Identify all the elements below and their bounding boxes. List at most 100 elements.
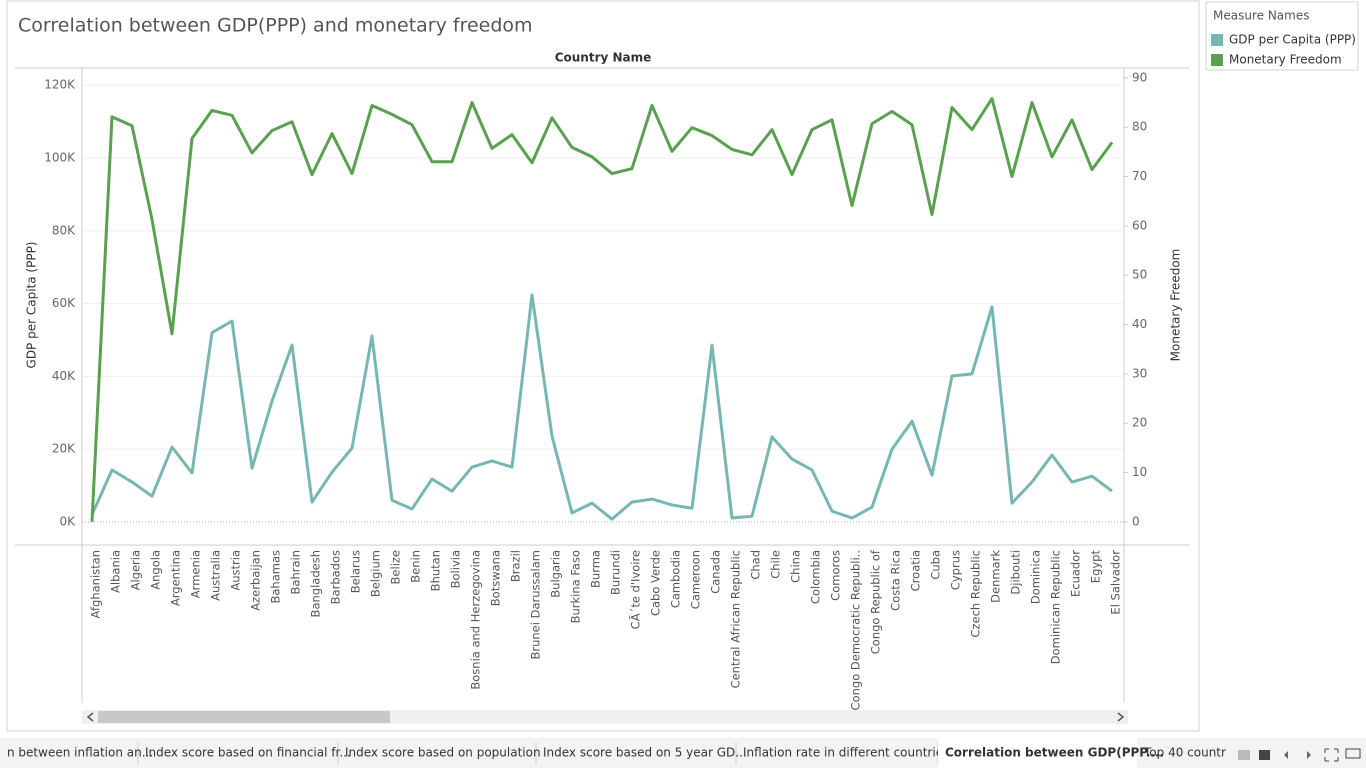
x-tick-label: Canada [709, 550, 723, 594]
x-tick-label: Congo Democratic Republi.. [849, 550, 863, 710]
y2-tick-label: 0 [1132, 514, 1140, 528]
x-tick-label: Afghanistan [89, 550, 103, 618]
x-tick-label: Djibouti [1009, 550, 1023, 595]
x-tick-label: Bhutan [429, 550, 443, 591]
y-tick-label: 60K [52, 296, 76, 310]
toolbar-icons [1238, 748, 1361, 762]
y2-axis-label: Monetary Freedom [1169, 249, 1183, 362]
x-tick-label: Costa Rica [889, 550, 903, 611]
x-tick-label: Bahrain [289, 550, 303, 594]
y2-tick-label: 50 [1132, 268, 1147, 282]
x-tick-label: Burma [589, 550, 603, 588]
x-axis-header: Country Name [555, 51, 652, 65]
x-tick-label: Cameroon [689, 550, 703, 609]
icon-prev[interactable] [1284, 751, 1288, 759]
x-tick-label: El Salvador [1109, 550, 1123, 615]
sheet-tab[interactable]: Inflation rate in different countries [743, 746, 949, 760]
icon-fullscreen[interactable] [1324, 748, 1339, 762]
x-tick-label: Bahamas [269, 550, 283, 604]
x-tick-label: Chad [749, 550, 763, 580]
x-tick-label: Denmark [989, 550, 1003, 603]
x-tick-label: Dominica [1029, 550, 1043, 604]
y2-tick-label: 70 [1132, 169, 1147, 183]
x-tick-label: Bangladesh [309, 550, 323, 617]
x-tick-label: Chile [769, 550, 783, 579]
x-tick-label: Barbados [329, 550, 343, 604]
sheet-tab[interactable]: Correlation between GDP(PPP.... [945, 746, 1164, 760]
icon-next[interactable] [1307, 751, 1311, 759]
x-tick-label: CÃ´te d'Ivoire [628, 550, 643, 629]
x-tick-label: Benin [409, 550, 423, 583]
icon-sheet[interactable] [1259, 750, 1270, 760]
icon-grid[interactable] [1238, 750, 1250, 760]
y-tick-label: 0K [59, 515, 76, 529]
y2-tick-label: 80 [1132, 120, 1147, 134]
y2-tick-label: 20 [1132, 416, 1147, 430]
legend-swatch [1211, 54, 1223, 66]
legend-title: Measure Names [1213, 9, 1309, 23]
x-tick-label: Ecuador [1069, 550, 1083, 597]
y-tick-label: 40K [52, 369, 76, 383]
x-tick-label: Cyprus [949, 550, 963, 590]
icon-present[interactable] [1345, 748, 1361, 759]
x-tick-label: Colombia [809, 550, 823, 604]
x-tick-label: Egypt [1089, 550, 1103, 584]
y2-tick-label: 60 [1132, 218, 1147, 232]
x-tick-label: Algeria [129, 550, 143, 590]
x-tick-label: Argentina [169, 550, 183, 606]
y2-tick-label: 90 [1132, 70, 1147, 84]
x-tick-label: Dominican Republic [1049, 550, 1063, 664]
sheet-tab[interactable]: Index score based on 5 year GD... [543, 746, 747, 760]
y-tick-label: 80K [52, 223, 76, 237]
scrollbar-thumb[interactable] [98, 711, 390, 723]
tab-bar [0, 738, 1366, 768]
series-line [90, 293, 1113, 521]
legend-label: GDP per Capita (PPP) [1229, 33, 1356, 47]
legend-box [1205, 1, 1359, 71]
series-line [90, 97, 1114, 522]
x-tick-label: Austria [229, 550, 243, 591]
x-tick-label: Bosnia and Herzegovina [469, 550, 483, 690]
legend-swatch [1211, 34, 1223, 46]
sheet-tab[interactable]: Index score based on financial fr... [145, 746, 351, 760]
x-tick-label: Belgium [369, 550, 383, 597]
x-tick-label: Czech Republic [969, 550, 983, 638]
x-tick-label: Cambodia [669, 550, 683, 608]
x-tick-label: Congo Republic of [869, 549, 883, 654]
chart-pane [6, 0, 1200, 732]
x-tick-label: Central African Republic [729, 550, 743, 688]
x-tick-label: Croatia [909, 550, 923, 591]
x-tick-label: Belarus [349, 550, 363, 593]
legend-label: Monetary Freedom [1229, 53, 1342, 67]
y2-tick-label: 40 [1132, 317, 1147, 331]
scroll-right[interactable] [1117, 712, 1125, 722]
x-tick-label: Armenia [189, 550, 203, 598]
x-tick-label: Burundi [609, 550, 623, 595]
x-tick-label: Bulgaria [549, 550, 563, 598]
x-tick-label: Azerbaijan [249, 550, 263, 611]
x-tick-label: Cabo Verde [649, 550, 663, 616]
active-tab [938, 738, 1137, 768]
chart-title: Correlation between GDP(PPP) and monetar… [18, 15, 533, 37]
x-tick-label: Albania [109, 550, 123, 593]
x-tick-label: Brunei Darussalam [529, 550, 543, 660]
y2-tick-label: 30 [1132, 366, 1147, 380]
x-tick-label: Australia [209, 550, 223, 601]
x-tick-label: Angola [149, 550, 163, 590]
sheet-tab[interactable]: Index score based on population [345, 746, 541, 760]
x-tick-label: Brazil [509, 550, 523, 582]
x-tick-label: Botswana [489, 550, 503, 606]
y-tick-label: 100K [44, 150, 76, 164]
sheet-tab[interactable]: n between inflation an... [7, 746, 153, 760]
x-tick-label: China [789, 550, 803, 583]
scroll-left[interactable] [86, 712, 94, 722]
x-tick-label: Belize [389, 550, 403, 584]
x-tick-label: Cuba [929, 550, 943, 580]
y-tick-label: 120K [44, 78, 76, 92]
x-tick-label: Burkina Faso [569, 550, 583, 623]
x-tick-label: Bolivia [449, 550, 463, 588]
x-tick-label: Comoros [829, 550, 843, 601]
sheet-tab[interactable]: Top 40 countr [1143, 746, 1226, 760]
y2-tick-label: 10 [1132, 465, 1147, 479]
